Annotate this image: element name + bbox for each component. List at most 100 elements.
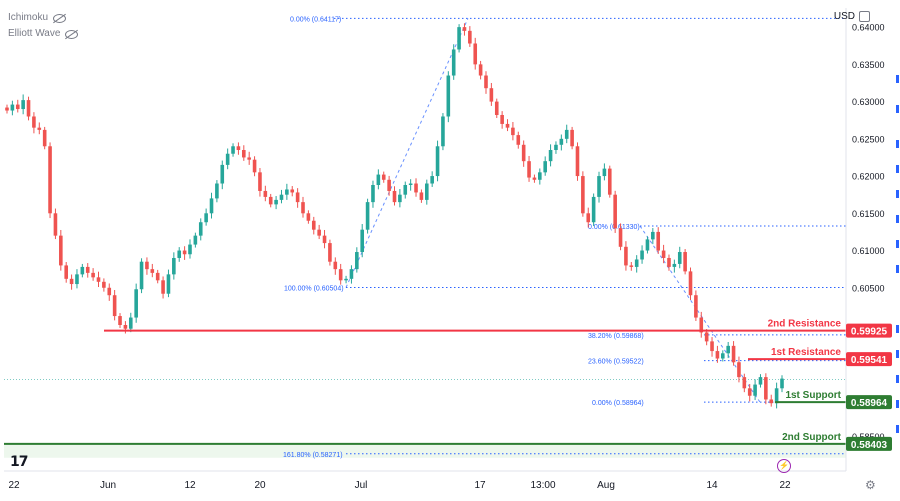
candle-body	[419, 192, 424, 200]
candle-body	[597, 176, 601, 197]
drawing-marker[interactable]	[896, 400, 899, 408]
plot-area	[4, 8, 846, 471]
drawing-marker[interactable]	[896, 165, 899, 173]
candle-body	[333, 261, 338, 270]
candle-body	[252, 159, 257, 173]
currency-dropdown-icon	[859, 11, 870, 22]
drawing-marker[interactable]	[896, 215, 899, 223]
candle-body	[435, 146, 440, 177]
candle-body	[15, 104, 20, 110]
drawing-marker[interactable]	[896, 325, 899, 333]
candle-body	[424, 183, 429, 200]
drawing-marker[interactable]	[896, 105, 899, 113]
candle-body	[408, 183, 413, 185]
candle-body	[699, 317, 704, 333]
candle-body	[91, 272, 95, 278]
candle-body	[656, 231, 661, 251]
candle-body	[172, 257, 176, 275]
candle-body	[710, 341, 714, 352]
candle-body	[451, 49, 456, 76]
candle-body	[85, 266, 90, 273]
drawing-marker[interactable]	[896, 265, 899, 273]
level-price-value: 0.59925	[851, 327, 888, 338]
gear-icon[interactable]: ⚙	[865, 478, 876, 492]
candle-body	[720, 353, 725, 359]
candle-body	[220, 164, 225, 184]
y-tick-label: 0.63500	[852, 60, 885, 70]
candle-body	[215, 183, 219, 199]
candle-body	[322, 235, 327, 244]
candle-body	[607, 168, 612, 195]
candle-body	[48, 146, 52, 214]
candle-body	[774, 388, 779, 404]
candle-body	[677, 252, 682, 264]
flash-icon[interactable]: ⚡	[777, 459, 791, 473]
candle-body	[161, 280, 165, 294]
support-zone-fill	[4, 443, 846, 458]
candle-body	[672, 263, 677, 267]
drawing-marker[interactable]	[896, 425, 899, 433]
candle-body	[581, 176, 585, 214]
y-tick-label: 0.62000	[852, 172, 885, 182]
x-tick-label: 13:00	[530, 480, 555, 491]
drawing-marker[interactable]	[896, 190, 899, 198]
candle-body	[236, 146, 241, 150]
candle-body	[564, 129, 569, 139]
drawing-marker[interactable]	[896, 240, 899, 248]
candle-body	[548, 150, 553, 162]
fib-level-label: 38.20% (0.59868)	[588, 333, 644, 340]
candle-body	[242, 150, 246, 158]
candle-body	[586, 213, 591, 223]
candle-body	[209, 198, 214, 214]
candle-body	[634, 259, 639, 267]
level-price-value: 0.58964	[851, 398, 888, 409]
eye-hidden-icon[interactable]	[65, 29, 79, 39]
eye-hidden-icon[interactable]	[53, 13, 67, 23]
candle-body	[559, 138, 564, 145]
candle-body	[478, 64, 483, 76]
candle-body	[381, 174, 386, 180]
candle-body	[651, 231, 655, 240]
level-price-value: 0.59541	[851, 355, 888, 366]
x-tick-label: 22	[779, 480, 791, 491]
x-tick-label: 17	[474, 480, 486, 491]
candle-body	[376, 174, 381, 185]
candle-body	[500, 115, 504, 124]
candle-body	[667, 257, 671, 267]
candle-body	[618, 228, 623, 247]
candle-body	[398, 194, 402, 203]
candle-body	[521, 144, 526, 162]
candle-body	[247, 157, 251, 160]
drawing-marker[interactable]	[896, 375, 899, 383]
drawing-marker[interactable]	[896, 140, 899, 148]
candle-body	[204, 213, 208, 223]
candle-body	[5, 107, 9, 111]
candle-body	[301, 202, 305, 214]
candle-body	[145, 261, 149, 270]
candle-body	[26, 100, 31, 117]
candle-body	[349, 269, 354, 279]
candle-body	[543, 161, 547, 173]
candle-body	[338, 269, 343, 281]
candle-body	[403, 185, 408, 195]
candle-body	[231, 146, 235, 154]
candle-body	[494, 101, 499, 115]
candle-body	[360, 229, 365, 253]
indicator-legend: Ichimoku Elliott Wave	[8, 10, 79, 42]
currency-selector[interactable]: USD	[834, 11, 870, 22]
indicator-ichimoku[interactable]: Ichimoku	[8, 10, 78, 26]
candle-body	[392, 190, 397, 203]
drawing-marker[interactable]	[896, 350, 899, 358]
candle-body	[182, 250, 187, 255]
x-tick-label: Jul	[355, 480, 368, 491]
elliott-wave-line	[345, 18, 469, 288]
candle-body	[328, 243, 332, 262]
candle-body	[780, 378, 784, 389]
x-tick-label: Aug	[597, 480, 615, 491]
drawing-marker[interactable]	[896, 75, 899, 83]
candle-body	[731, 345, 736, 363]
indicator-elliott-wave[interactable]: Elliott Wave	[8, 26, 79, 42]
x-tick-label: 20	[254, 480, 266, 491]
level-price-badge	[846, 436, 892, 451]
